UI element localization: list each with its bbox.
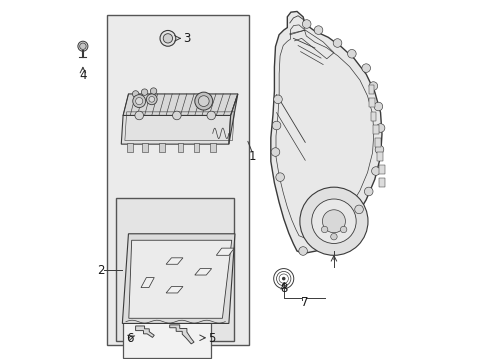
Polygon shape	[166, 287, 183, 293]
Circle shape	[272, 121, 281, 130]
Ellipse shape	[80, 43, 86, 49]
Bar	[127, 143, 133, 152]
Polygon shape	[271, 12, 382, 253]
Text: 5: 5	[208, 332, 216, 345]
Circle shape	[150, 88, 157, 94]
Circle shape	[135, 111, 144, 120]
Circle shape	[314, 26, 323, 35]
Bar	[377, 152, 383, 161]
Polygon shape	[141, 278, 154, 288]
Polygon shape	[216, 248, 234, 255]
Bar	[107, 15, 248, 345]
Bar	[159, 143, 165, 152]
Bar	[368, 85, 374, 94]
Bar	[379, 165, 385, 174]
Circle shape	[299, 247, 307, 255]
Circle shape	[321, 226, 328, 233]
Ellipse shape	[78, 41, 88, 51]
Circle shape	[163, 34, 172, 43]
Bar	[194, 143, 199, 152]
Text: 8: 8	[280, 282, 288, 295]
Circle shape	[274, 95, 282, 104]
Circle shape	[355, 205, 364, 214]
Bar	[373, 125, 379, 134]
Polygon shape	[123, 94, 238, 116]
Text: 2: 2	[97, 264, 104, 277]
Circle shape	[365, 187, 373, 196]
Circle shape	[376, 124, 385, 132]
Circle shape	[312, 199, 356, 243]
Text: 7: 7	[301, 296, 309, 309]
Polygon shape	[136, 326, 154, 337]
Circle shape	[331, 233, 337, 240]
Circle shape	[147, 94, 157, 105]
Circle shape	[375, 145, 384, 154]
Text: 1: 1	[249, 150, 257, 163]
Circle shape	[207, 111, 216, 120]
Circle shape	[374, 102, 383, 111]
Polygon shape	[166, 258, 183, 264]
Bar	[379, 178, 385, 187]
Circle shape	[369, 82, 378, 90]
Bar	[123, 316, 211, 357]
Circle shape	[271, 148, 280, 156]
Polygon shape	[122, 116, 231, 144]
Circle shape	[149, 96, 155, 102]
Circle shape	[347, 49, 356, 58]
Circle shape	[282, 277, 286, 280]
Circle shape	[302, 20, 311, 28]
Polygon shape	[170, 325, 194, 344]
Bar	[116, 198, 234, 341]
Circle shape	[371, 167, 380, 175]
Circle shape	[132, 91, 139, 97]
Circle shape	[172, 111, 181, 120]
Text: 3: 3	[183, 32, 191, 45]
Circle shape	[136, 98, 143, 105]
Bar	[177, 143, 183, 152]
Text: 6: 6	[126, 332, 133, 345]
Bar	[210, 143, 216, 152]
Circle shape	[343, 222, 351, 230]
Bar	[375, 138, 381, 147]
Circle shape	[160, 31, 176, 46]
Bar	[371, 112, 376, 121]
Circle shape	[341, 226, 347, 233]
Polygon shape	[122, 234, 235, 323]
Circle shape	[362, 64, 370, 72]
Bar	[142, 143, 148, 152]
Circle shape	[133, 95, 146, 108]
Circle shape	[322, 210, 345, 233]
Circle shape	[276, 173, 285, 181]
Circle shape	[330, 234, 338, 242]
Circle shape	[195, 92, 213, 110]
Polygon shape	[229, 94, 238, 144]
Circle shape	[300, 187, 368, 255]
Circle shape	[141, 89, 148, 95]
Polygon shape	[129, 240, 232, 318]
Circle shape	[198, 96, 209, 107]
Bar	[369, 98, 375, 107]
Circle shape	[333, 39, 342, 47]
Text: 4: 4	[79, 69, 87, 82]
Polygon shape	[195, 269, 212, 275]
